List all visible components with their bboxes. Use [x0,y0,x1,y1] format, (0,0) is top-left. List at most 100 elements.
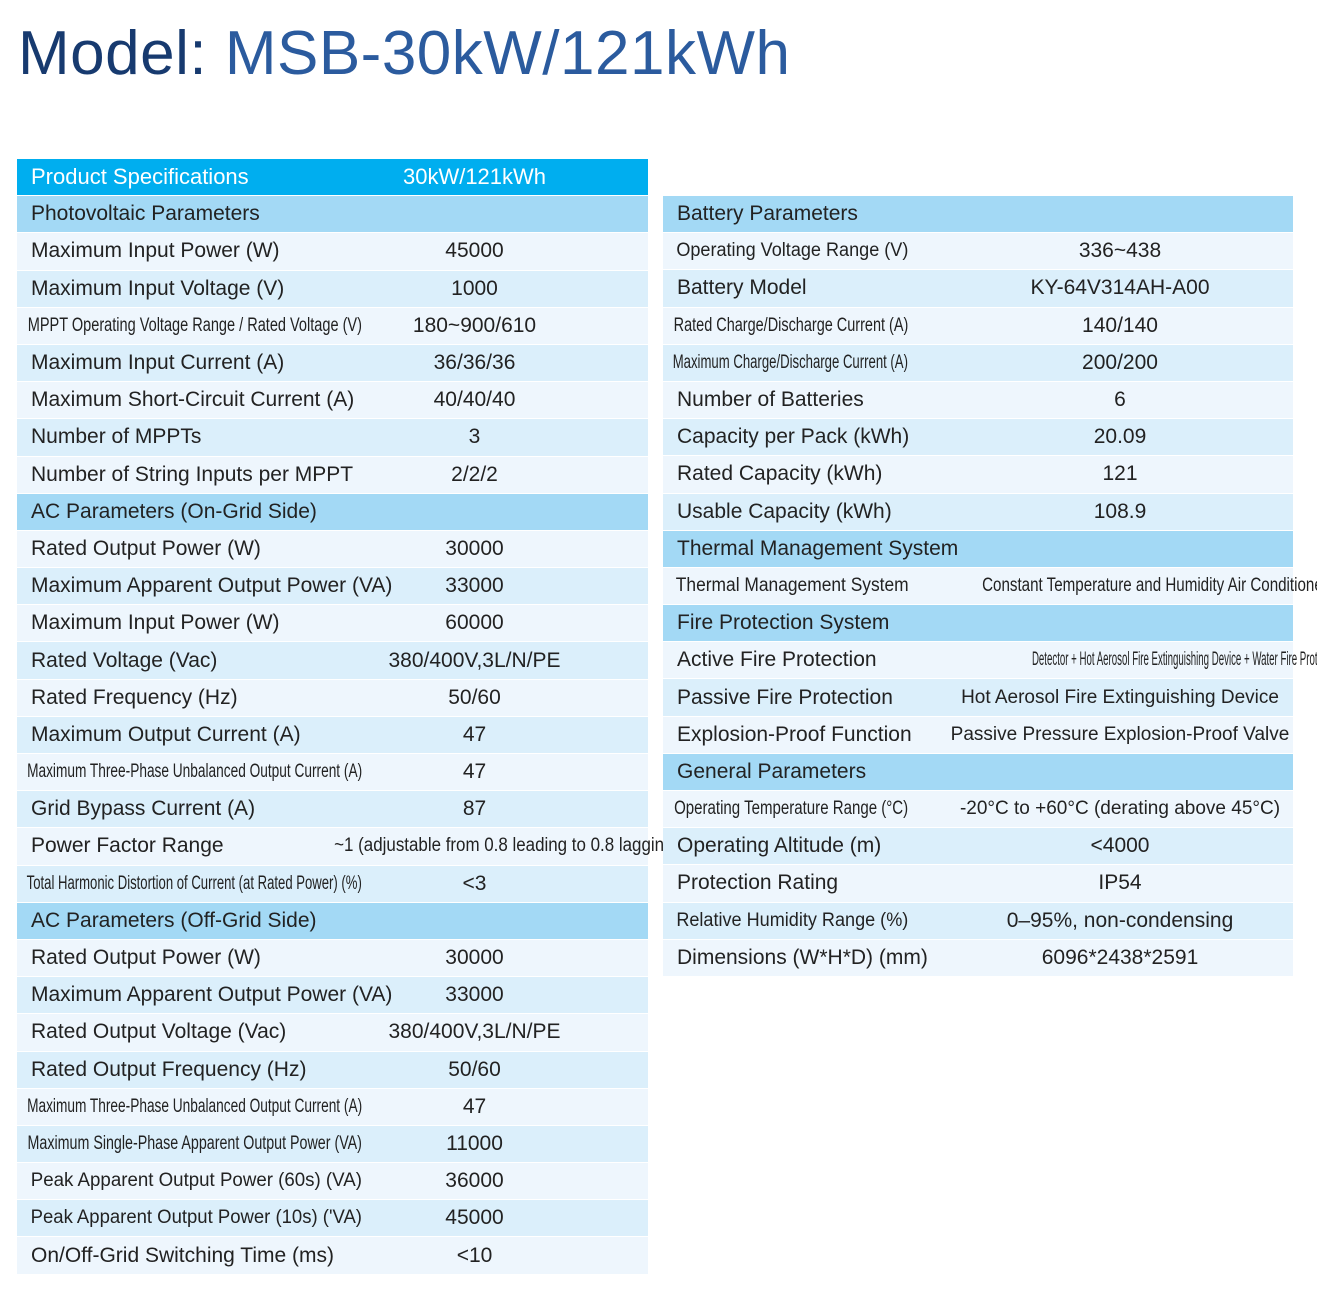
spec-value: 200/200 [1082,350,1158,374]
spec-value: 45000 [445,1206,504,1230]
title-prefix: Model: [18,19,225,88]
section-header: General Parameters [663,753,1293,791]
spec-row: Rated Output Power (W) 30000 [17,530,648,569]
spec-label: Battery Model [677,276,807,300]
spec-value: 11000 [446,1131,503,1155]
spec-label: On/Off-Grid Switching Time (ms) [31,1243,335,1267]
spec-row: Passive Fire Protection Hot Aerosol Fire … [663,679,1293,717]
section-title: AC Parameters (Off-Grid Side) [31,908,317,932]
spec-value: 2/2/2 [451,462,498,486]
spec-row: MPPT Operating Voltage Range / Rated Vol… [17,307,648,345]
spec-label: Rated Output Power (W) [31,946,261,970]
spec-row: Rated Output Frequency (Hz) 50/60 [17,1051,648,1089]
spec-value: 6 [1114,388,1126,412]
section-header: Thermal Management System [663,530,1293,568]
spec-value: 3 [468,425,481,449]
spec-row: On/Off-Grid Switching Time (ms) <10 [17,1237,648,1275]
spec-row: Maximum Single-Phase Apparent Output Pow… [17,1125,648,1164]
section-title: Battery Parameters [677,202,858,226]
spec-label: Power Factor Range [31,834,224,858]
spec-label: Relative Humidity Range (%) [676,909,909,931]
spec-row: Thermal Management System Constant Temper… [663,567,1317,606]
spec-value: 0–95%, non-condensing [1006,908,1234,932]
spec-value: 45000 [445,239,504,263]
spec-label: Maximum Three-Phase Unbalanced Output Cu… [27,761,363,783]
spec-value: 33000 [445,983,504,1007]
spec-label: Number of MPPTs [31,425,202,449]
spec-label: Number of Batteries [677,388,864,412]
section-header: Battery Parameters [663,196,1293,234]
spec-label: Total Harmonic Distortion of Current (at… [26,872,362,894]
spec-value: <3 [462,871,487,895]
spec-value: 50/60 [448,1057,501,1081]
spec-row: Capacity per Pack (kWh) 20.09 [663,419,1293,457]
spec-row: Grid Bypass Current (A) 87 [17,791,648,829]
spec-row: Number of MPPTs 3 [17,419,648,457]
spec-label: Grid Bypass Current (A) [31,797,256,821]
spec-row: Maximum Output Current (A) 47 [17,716,648,754]
section-title: Photovoltaic Parameters [31,202,260,226]
section-header: Fire Protection System [663,605,1293,643]
spec-row: Maximum Three-Phase Unbalanced Output Cu… [17,754,648,792]
spec-value: 1000 [451,276,498,300]
spec-label: Dimensions (W*H*D) (mm) [677,945,928,969]
spec-value: IP54 [1098,871,1142,895]
spec-label: Maximum Input Current (A) [31,351,285,375]
spec-value: 36000 [445,1169,504,1193]
spec-row: Usable Capacity (kWh) 108.9 [663,493,1293,531]
spec-row: Rated Output Voltage (Vac) 380/400V,3L/N/… [17,1014,648,1052]
spec-value: 336~438 [1078,239,1162,263]
spec-row: Peak Apparent Output Power (60s) (VA) 360… [17,1163,648,1201]
spec-row: Maximum Apparent Output Power (VA) 33000 [17,977,648,1015]
spec-row: Active Fire Protection Detector + Hot Aer… [663,642,1317,680]
spec-value: 108.9 [1093,499,1147,523]
spec-value: Detector + Hot Aerosol Fire Extinguishin… [1031,649,1317,671]
section-title: General Parameters [677,759,867,783]
spec-row: Rated Capacity (kWh) 121 [663,456,1293,494]
spec-label: Explosion-Proof Function [677,722,912,746]
spec-label: Rated Output Power (W) [31,536,261,560]
spec-value: 47 [462,722,487,746]
spec-row: Power Factor Range ~1 (adjustable from 0.… [17,828,679,866]
section-header: Photovoltaic Parameters [17,196,648,234]
right-spec-table: Battery Parameters Operating Voltage Rang… [663,196,1317,977]
spec-label: Rated Charge/Discharge Current (A) [673,314,909,336]
spec-label: Maximum Short-Circuit Current (A) [31,388,355,412]
spec-value: 87 [462,797,487,821]
section-header: AC Parameters (Off-Grid Side) [17,902,648,940]
section-title: Thermal Management System [677,536,959,560]
spec-label: Maximum Input Power (W) [31,239,280,263]
spec-label: MPPT Operating Voltage Range / Rated Vol… [27,314,362,336]
header-label: Product Specifications [31,164,249,190]
spec-value: 140/140 [1082,313,1158,337]
spec-label: Maximum Apparent Output Power (VA) [31,574,393,598]
spec-row: Total Harmonic Distortion of Current (at… [17,865,648,903]
spec-label: Maximum Charge/Discharge Current (A) [672,351,908,373]
spec-value: 30000 [445,536,504,560]
spec-row: Number of Batteries 6 [663,381,1293,420]
spec-label: Operating Altitude (m) [677,834,882,858]
spec-value: Passive Pressure Explosion-Proof Valve [950,723,1290,745]
spec-label: Maximum Three-Phase Unbalanced Output Cu… [27,1095,363,1117]
spec-value: 6096*2438*2591 [1041,945,1199,969]
spec-value: 60000 [445,611,504,635]
table-header: Product Specifications 30kW/121kWh [17,159,648,197]
spec-value: 121 [1102,462,1138,486]
spec-row: Operating Voltage Range (V) 336~438 [663,233,1293,271]
spec-value: 47 [462,1094,487,1118]
spec-value: 180~900/610 [412,313,537,337]
spec-row: Maximum Input Voltage (V) 1000 [17,270,648,308]
spec-value: 380/400V,3L/N/PE [388,1020,561,1044]
left-spec-table: Product Specifications 30kW/121kWh Photo… [17,159,679,1275]
spec-value: KY-64V314AH-A00 [1030,276,1210,300]
spec-label: Maximum Output Current (A) [31,722,301,746]
spec-row: Rated Frequency (Hz) 50/60 [17,679,648,717]
model-name: MSB-30kW/121kWh [224,19,791,88]
spec-value: 36/36/36 [433,351,516,375]
spec-row: Dimensions (W*H*D) (mm) 6096*2438*2591 [663,939,1293,977]
spec-row: Maximum Input Current (A) 36/36/36 [17,344,648,383]
spec-row: Peak Apparent Output Power (10s) ('VA) 45… [17,1200,648,1238]
section-title: AC Parameters (On-Grid Side) [31,499,317,523]
spec-label: Usable Capacity (kWh) [677,499,892,523]
spec-value: Constant Temperature and Humidity Air Co… [982,574,1317,596]
